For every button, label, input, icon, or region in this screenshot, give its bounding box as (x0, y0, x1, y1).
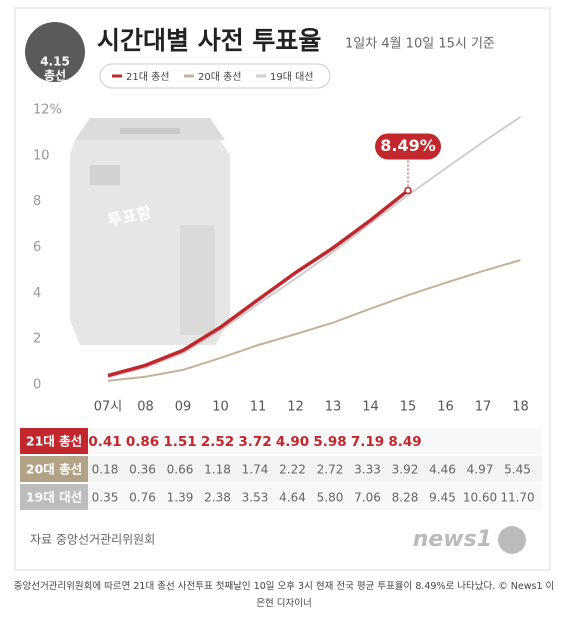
series-line (107, 259, 521, 382)
value-label: 10.60 (463, 491, 497, 505)
chart-title: 시간대별 사전 투표율 (97, 26, 321, 55)
x-tick-label: 10 (212, 400, 229, 415)
series-line (107, 116, 522, 378)
ballot-box (70, 118, 230, 345)
logo-mark (498, 526, 526, 554)
value-label: 0.35 (92, 491, 119, 505)
end-point (404, 186, 412, 195)
value-label: 7.19 (351, 434, 384, 450)
value-label: 2.38 (204, 491, 231, 505)
x-tick-label: 08 (137, 400, 154, 415)
value-label: 5.98 (313, 434, 346, 450)
value-label: 1.51 (163, 434, 196, 450)
value-label: 11.70 (500, 491, 534, 505)
value-label: 2.52 (201, 434, 234, 450)
legend-label: 21대 총선 (126, 71, 170, 83)
series-line (107, 189, 410, 378)
y-tick-label: 8 (33, 194, 41, 209)
value-label: 3.92 (392, 463, 419, 477)
value-label: 9.45 (429, 491, 456, 505)
row-header-label: 20대 총선 (26, 462, 82, 477)
x-tick-label: 09 (175, 400, 192, 415)
value-label: 4.64 (279, 491, 306, 505)
y-tick-label: 2 (33, 332, 41, 347)
row-bg (20, 484, 542, 510)
row-header (20, 484, 88, 510)
badge-line: 총선 (44, 68, 66, 83)
chart-subtitle: 1일차 4월 10일 15시 기준 (345, 37, 495, 52)
value-label: 1.18 (204, 463, 231, 477)
y-tick-label: 12% (33, 103, 62, 118)
x-tick-label: 14 (362, 400, 379, 415)
value-label: 0.76 (129, 491, 156, 505)
legend-label: 20대 총선 (198, 71, 242, 83)
value-label: 0.86 (126, 434, 159, 450)
value-label: 8.28 (392, 491, 419, 505)
y-tick-label: 6 (33, 240, 41, 255)
chart: 투표함 4.15 총선 시간대별 사전 투표율 1일차 4월 10일 15시 기… (14, 7, 551, 571)
row-header (20, 428, 88, 454)
x-tick-label: 11 (250, 400, 267, 415)
x-tick-label: 16 (437, 400, 454, 415)
value-label: 0.41 (88, 434, 121, 450)
value-label: 5.80 (317, 491, 344, 505)
value-label: 8.49 (388, 434, 421, 450)
row-header-label: 21대 총선 (26, 434, 82, 449)
source: 자료 중앙선거관리위원회 (30, 533, 155, 547)
value-label: 0.18 (92, 463, 119, 477)
row-header-label: 19대 대선 (26, 490, 82, 505)
value-label: 0.66 (167, 463, 194, 477)
x-tick-label: 15 (400, 400, 417, 415)
callout (375, 133, 441, 160)
value-label: 1.74 (242, 463, 269, 477)
caption: 중앙선거관리위원회에 따르면 21대 총선 사전투표 첫째날인 10일 오후 3… (13, 581, 555, 609)
legend (99, 63, 331, 89)
value-label: 2.72 (317, 463, 344, 477)
value-label: 4.90 (276, 434, 309, 450)
value-label: 0.36 (129, 463, 156, 477)
value-label: 5.45 (504, 463, 531, 477)
x-tick-label: 13 (325, 400, 342, 415)
badge-line: 4.15 (40, 55, 70, 69)
value-label: 3.72 (238, 434, 271, 450)
x-tick-label: 07시 (94, 400, 123, 415)
annotation: 8.49% (380, 136, 436, 155)
value-label: 4.97 (467, 463, 494, 477)
value-label: 4.46 (429, 463, 456, 477)
row-bg (20, 428, 542, 454)
y-tick-label: 10 (33, 148, 50, 163)
x-tick-label: 17 (475, 400, 492, 415)
value-label: 2.22 (279, 463, 306, 477)
value-label: 3.33 (354, 463, 381, 477)
badge (25, 22, 85, 82)
logo: news1 (413, 527, 492, 552)
x-tick-label: 12 (287, 400, 304, 415)
value-label: 1.39 (167, 491, 194, 505)
y-tick-label: 4 (33, 286, 41, 301)
row-bg (20, 456, 542, 482)
value-label: 3.53 (242, 491, 269, 505)
x-tick-label: 18 (512, 400, 529, 415)
legend-label: 19대 대선 (270, 71, 314, 83)
value-label: 7.06 (354, 491, 381, 505)
y-tick-label: 0 (33, 378, 41, 393)
row-header (20, 456, 88, 482)
